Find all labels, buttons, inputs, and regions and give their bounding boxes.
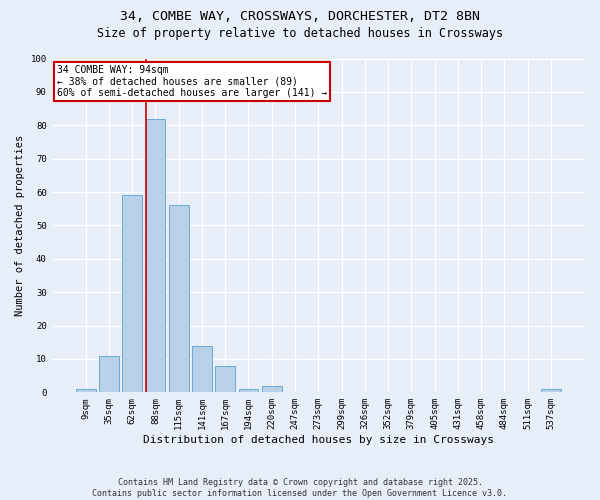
Bar <box>122 196 142 392</box>
Bar <box>192 346 212 393</box>
Bar <box>146 118 166 392</box>
Bar <box>262 386 281 392</box>
Bar <box>215 366 235 392</box>
X-axis label: Distribution of detached houses by size in Crossways: Distribution of detached houses by size … <box>143 435 494 445</box>
Bar <box>239 389 259 392</box>
Text: Contains HM Land Registry data © Crown copyright and database right 2025.
Contai: Contains HM Land Registry data © Crown c… <box>92 478 508 498</box>
Text: Size of property relative to detached houses in Crossways: Size of property relative to detached ho… <box>97 28 503 40</box>
Bar <box>169 206 188 392</box>
Bar <box>541 389 561 392</box>
Bar <box>76 389 95 392</box>
Text: 34 COMBE WAY: 94sqm
← 38% of detached houses are smaller (89)
60% of semi-detach: 34 COMBE WAY: 94sqm ← 38% of detached ho… <box>57 65 327 98</box>
Text: 34, COMBE WAY, CROSSWAYS, DORCHESTER, DT2 8BN: 34, COMBE WAY, CROSSWAYS, DORCHESTER, DT… <box>120 10 480 23</box>
Bar <box>99 356 119 393</box>
Y-axis label: Number of detached properties: Number of detached properties <box>15 135 25 316</box>
